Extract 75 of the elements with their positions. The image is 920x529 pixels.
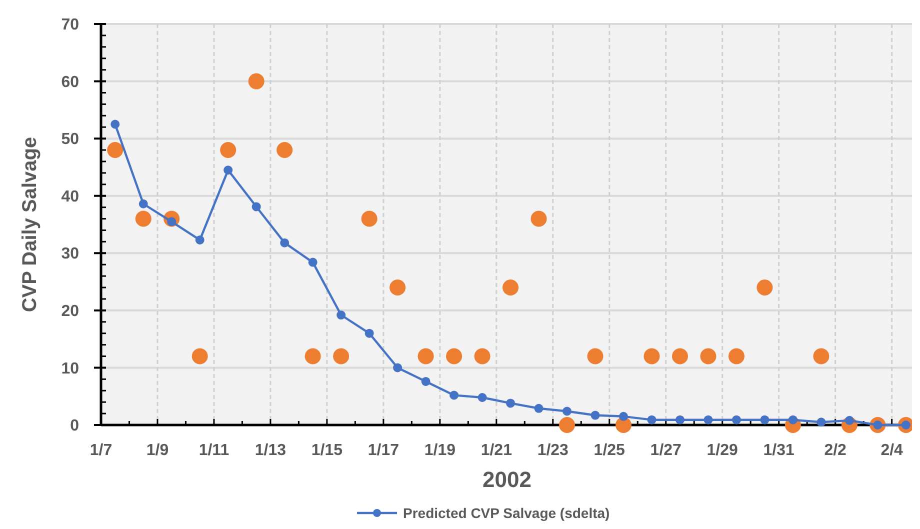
point xyxy=(280,238,290,248)
point xyxy=(192,348,208,364)
point xyxy=(107,142,124,158)
point xyxy=(390,280,406,296)
point xyxy=(788,415,798,424)
point xyxy=(502,280,519,296)
point xyxy=(135,210,152,227)
point xyxy=(530,210,547,227)
x-tick-label: 1/27 xyxy=(650,442,682,459)
y-tick-label: 40 xyxy=(61,188,80,206)
point xyxy=(220,142,236,158)
point xyxy=(844,416,854,425)
point xyxy=(619,412,628,421)
point xyxy=(364,328,374,338)
x-tick-label: 2/4 xyxy=(880,442,904,459)
point xyxy=(644,348,660,364)
legend-label: Predicted CVP Salvage (sdelta) xyxy=(403,504,610,521)
point xyxy=(647,415,656,424)
point xyxy=(813,348,830,364)
point xyxy=(760,415,770,424)
point xyxy=(506,398,516,408)
point xyxy=(248,73,264,90)
y-tick-label: 70 xyxy=(61,16,80,34)
y-tick-label: 0 xyxy=(70,418,80,435)
point xyxy=(393,363,402,372)
point xyxy=(304,348,321,364)
x-tick-label: 1/25 xyxy=(594,442,626,459)
y-tick-label: 60 xyxy=(61,74,80,91)
x-tick-label: 1/29 xyxy=(706,442,738,459)
y-tick-label: 50 xyxy=(61,131,80,148)
x-tick-label: 1/9 xyxy=(146,442,169,459)
x-tick-label: 1/15 xyxy=(311,442,343,459)
point xyxy=(446,348,462,364)
x-tick-label: 1/21 xyxy=(480,442,512,459)
point xyxy=(562,406,572,416)
point xyxy=(478,393,487,402)
point xyxy=(700,348,716,364)
point xyxy=(138,199,148,208)
x-tick-label: 1/7 xyxy=(90,442,112,459)
y-tick-label: 30 xyxy=(61,246,80,263)
point xyxy=(816,418,826,427)
x-tick-label: 2/2 xyxy=(824,442,847,459)
point xyxy=(590,410,600,420)
point xyxy=(361,210,378,227)
point xyxy=(276,142,293,158)
point xyxy=(672,348,688,364)
point xyxy=(474,348,490,364)
point xyxy=(421,376,430,386)
point xyxy=(728,348,744,364)
x-tick-label: 1/19 xyxy=(424,442,456,459)
point xyxy=(450,390,459,400)
point xyxy=(418,348,434,364)
point xyxy=(675,415,684,424)
point xyxy=(587,348,604,364)
point xyxy=(333,348,350,364)
point xyxy=(308,258,318,267)
point xyxy=(110,120,120,129)
x-tick-label: 1/13 xyxy=(254,442,286,459)
y-tick-label: 10 xyxy=(61,360,80,378)
point xyxy=(756,280,773,296)
point xyxy=(534,404,544,413)
point xyxy=(224,166,233,175)
point xyxy=(704,415,713,424)
x-tick-label: 1/31 xyxy=(763,442,795,459)
point xyxy=(252,202,261,212)
point xyxy=(336,310,346,320)
x-axis-title: 2002 xyxy=(482,467,532,492)
x-tick-label: 1/23 xyxy=(537,442,569,459)
point xyxy=(732,415,741,424)
y-tick-label: 20 xyxy=(61,303,80,320)
point xyxy=(195,235,204,244)
x-tick-label: 1/17 xyxy=(368,442,400,459)
x-tick-label: 1/11 xyxy=(198,442,230,459)
y-axis-title: CVP Daily Salvage xyxy=(19,136,41,312)
point xyxy=(559,417,576,433)
